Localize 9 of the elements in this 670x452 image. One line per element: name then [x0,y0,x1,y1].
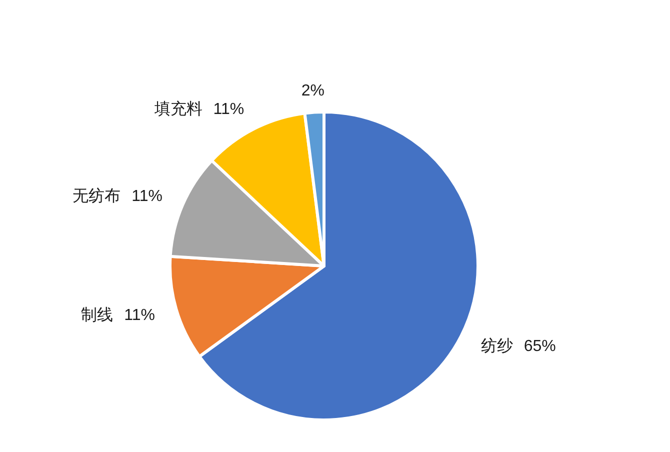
data-label: 65% [524,337,556,354]
data-label: 11% [132,188,162,205]
data-label: 2% [301,82,325,99]
slice-label: 纺纱 [480,336,513,354]
slice-label: 制线 [81,306,114,324]
data-label: 11% [124,306,155,324]
slice-label: 无纺布 [72,186,121,205]
data-label: 11% [213,100,244,118]
slice-label: 填充料 [153,100,202,118]
